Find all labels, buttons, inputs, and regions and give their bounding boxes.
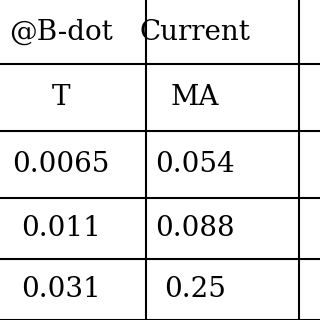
Text: 0.25: 0.25	[164, 276, 226, 303]
Text: 0.088: 0.088	[156, 215, 235, 242]
Text: 0.031: 0.031	[21, 276, 101, 303]
Text: 0.011: 0.011	[21, 215, 101, 242]
Text: 0.0065: 0.0065	[12, 151, 109, 178]
Text: Current: Current	[140, 19, 251, 45]
Text: @B-dot: @B-dot	[9, 19, 113, 45]
Text: MA: MA	[171, 84, 220, 111]
Text: 0.054: 0.054	[156, 151, 235, 178]
Text: T: T	[52, 84, 70, 111]
